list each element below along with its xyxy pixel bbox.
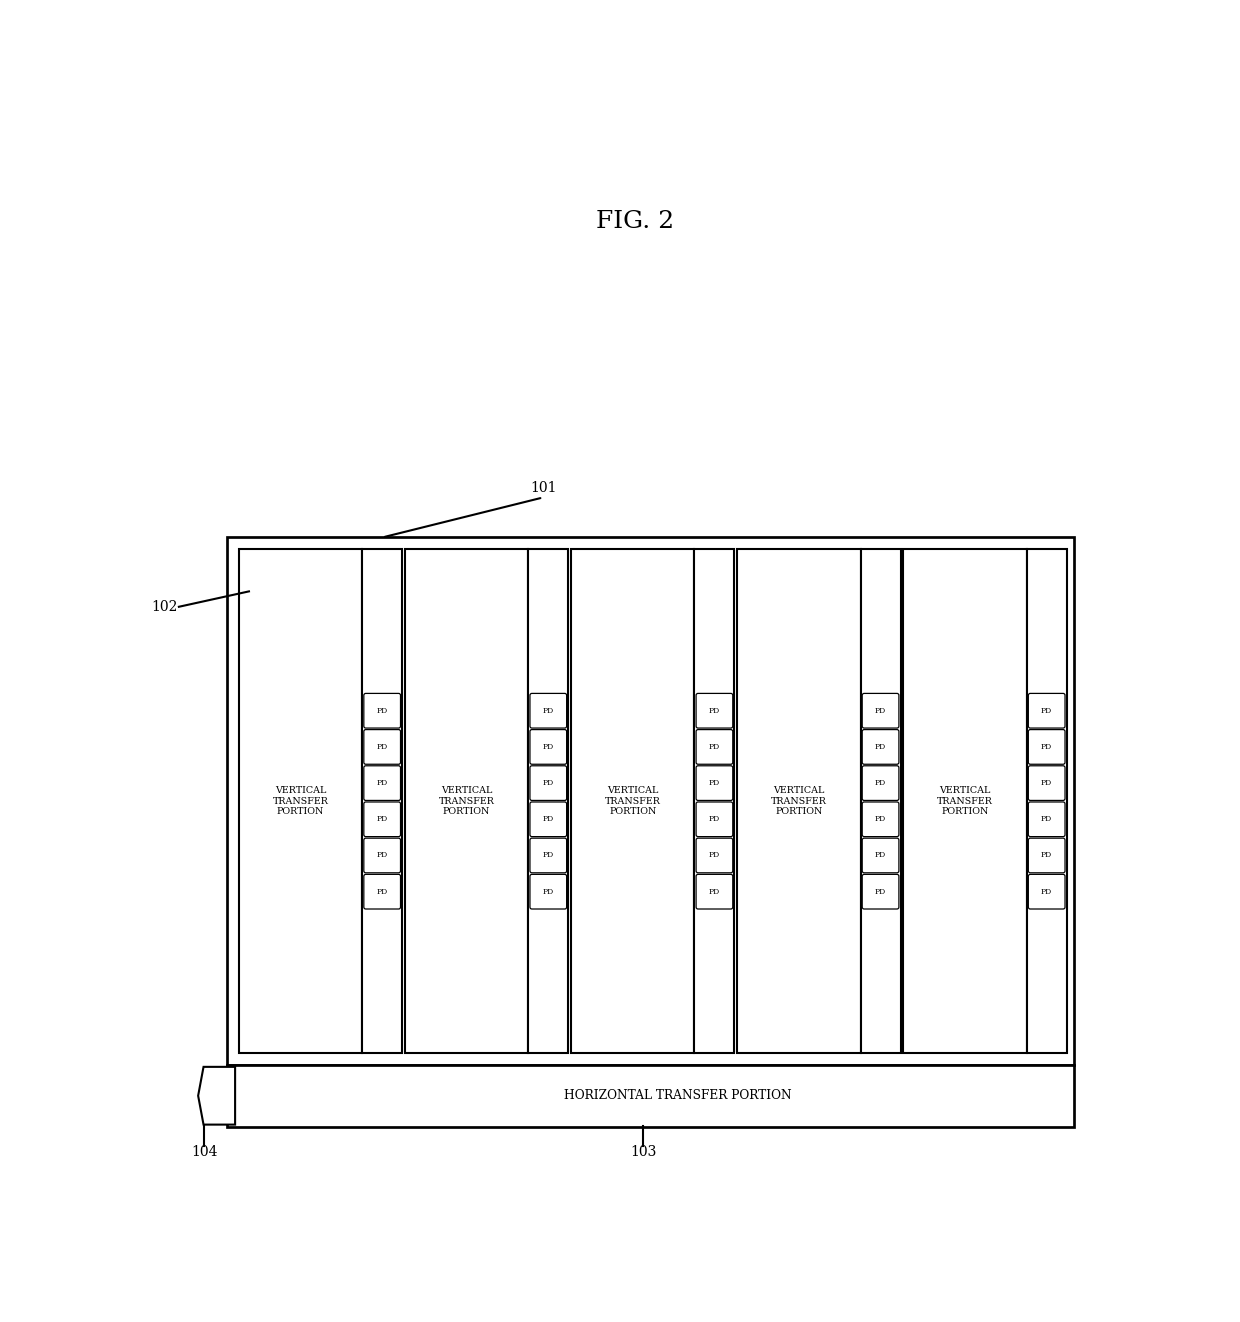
Bar <box>904 549 1027 1054</box>
FancyBboxPatch shape <box>363 730 401 764</box>
Bar <box>227 1066 1074 1126</box>
Text: VERTICAL
TRANSFER
PORTION: VERTICAL TRANSFER PORTION <box>439 787 495 816</box>
Text: PD: PD <box>875 779 887 787</box>
Text: PD: PD <box>543 707 554 715</box>
Text: PD: PD <box>875 743 887 751</box>
Bar <box>572 549 694 1054</box>
FancyBboxPatch shape <box>529 802 567 837</box>
Text: PD: PD <box>875 851 887 859</box>
Text: PD: PD <box>709 816 720 824</box>
FancyBboxPatch shape <box>363 874 401 910</box>
Text: PD: PD <box>543 743 554 751</box>
FancyBboxPatch shape <box>1028 694 1065 728</box>
Bar <box>362 549 402 1054</box>
Bar <box>1027 549 1066 1054</box>
Bar <box>694 549 734 1054</box>
Text: PD: PD <box>875 887 887 896</box>
FancyBboxPatch shape <box>862 838 899 873</box>
FancyBboxPatch shape <box>1028 765 1065 800</box>
Text: PD: PD <box>377 887 388 896</box>
FancyBboxPatch shape <box>529 730 567 764</box>
FancyBboxPatch shape <box>363 838 401 873</box>
FancyBboxPatch shape <box>696 838 733 873</box>
FancyBboxPatch shape <box>696 765 733 800</box>
FancyBboxPatch shape <box>862 874 899 910</box>
Text: PD: PD <box>543 779 554 787</box>
FancyBboxPatch shape <box>862 694 899 728</box>
Text: PD: PD <box>1042 779 1053 787</box>
Polygon shape <box>198 1067 236 1125</box>
Bar <box>861 549 900 1054</box>
Text: PD: PD <box>1042 851 1053 859</box>
Text: PD: PD <box>709 887 720 896</box>
Text: PD: PD <box>709 779 720 787</box>
Text: VERTICAL
TRANSFER
PORTION: VERTICAL TRANSFER PORTION <box>937 787 993 816</box>
FancyBboxPatch shape <box>363 802 401 837</box>
Text: PD: PD <box>709 851 720 859</box>
Text: 103: 103 <box>630 1145 656 1159</box>
Text: PD: PD <box>1042 816 1053 824</box>
FancyBboxPatch shape <box>862 802 899 837</box>
Text: HORIZONTAL TRANSFER PORTION: HORIZONTAL TRANSFER PORTION <box>564 1089 791 1103</box>
Text: PD: PD <box>543 887 554 896</box>
Bar <box>405 549 528 1054</box>
Text: 104: 104 <box>191 1145 217 1159</box>
Text: PD: PD <box>543 816 554 824</box>
FancyBboxPatch shape <box>529 838 567 873</box>
FancyBboxPatch shape <box>696 730 733 764</box>
Text: PD: PD <box>875 816 887 824</box>
Text: PD: PD <box>377 779 388 787</box>
Text: 102: 102 <box>151 600 177 613</box>
Text: PD: PD <box>709 707 720 715</box>
FancyBboxPatch shape <box>363 765 401 800</box>
Text: PD: PD <box>377 851 388 859</box>
FancyBboxPatch shape <box>529 765 567 800</box>
FancyBboxPatch shape <box>1028 730 1065 764</box>
FancyBboxPatch shape <box>696 802 733 837</box>
Text: VERTICAL
TRANSFER
PORTION: VERTICAL TRANSFER PORTION <box>605 787 661 816</box>
Text: 101: 101 <box>529 481 557 496</box>
FancyBboxPatch shape <box>696 694 733 728</box>
FancyBboxPatch shape <box>862 765 899 800</box>
Text: VERTICAL
TRANSFER
PORTION: VERTICAL TRANSFER PORTION <box>771 787 827 816</box>
FancyBboxPatch shape <box>1028 802 1065 837</box>
Bar <box>239 549 362 1054</box>
FancyBboxPatch shape <box>696 874 733 910</box>
FancyBboxPatch shape <box>529 694 567 728</box>
Text: PD: PD <box>1042 887 1053 896</box>
Text: PD: PD <box>709 743 720 751</box>
FancyBboxPatch shape <box>862 730 899 764</box>
Text: PD: PD <box>1042 743 1053 751</box>
Bar <box>227 538 1074 1066</box>
Text: PD: PD <box>377 816 388 824</box>
Text: PD: PD <box>377 707 388 715</box>
Bar <box>738 549 861 1054</box>
Bar <box>528 549 568 1054</box>
Text: PD: PD <box>875 707 887 715</box>
Text: PD: PD <box>1042 707 1053 715</box>
FancyBboxPatch shape <box>363 694 401 728</box>
FancyBboxPatch shape <box>1028 874 1065 910</box>
FancyBboxPatch shape <box>1028 838 1065 873</box>
FancyBboxPatch shape <box>529 874 567 910</box>
Text: PD: PD <box>377 743 388 751</box>
Text: PD: PD <box>543 851 554 859</box>
Text: FIG. 2: FIG. 2 <box>596 210 675 233</box>
Text: VERTICAL
TRANSFER
PORTION: VERTICAL TRANSFER PORTION <box>273 787 329 816</box>
